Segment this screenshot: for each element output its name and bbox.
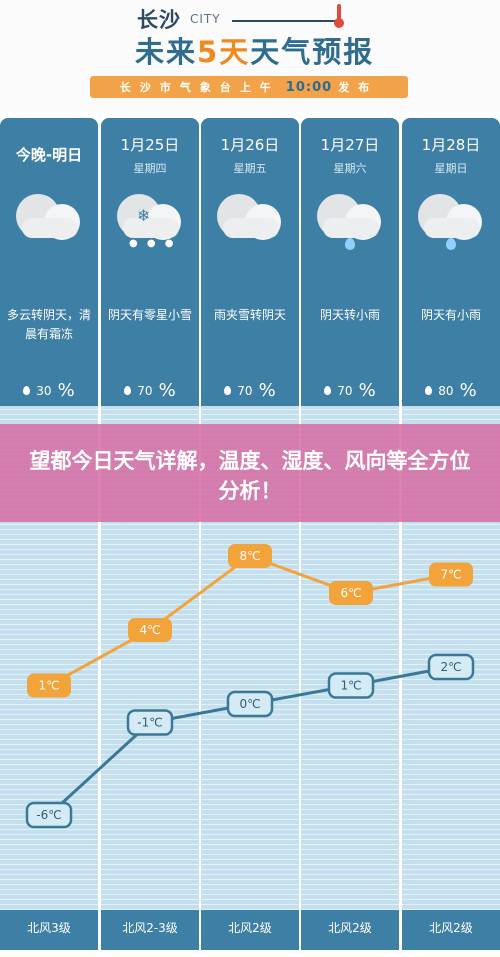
day-weekday: 星期五 xyxy=(233,162,267,175)
cloudy-icon xyxy=(14,190,84,248)
page-title: 未来5天天气预报 xyxy=(135,35,375,69)
drop-icon xyxy=(23,386,31,395)
rain-icon xyxy=(315,190,385,250)
high-temp-point: 6℃ xyxy=(329,581,373,605)
divider xyxy=(232,20,337,22)
precip-chance: 80% xyxy=(402,380,500,401)
drop-icon xyxy=(124,386,132,395)
weather-desc: 多云转阴天，清晨有霜冻 xyxy=(6,308,91,341)
precip-chance: 30% xyxy=(0,380,98,401)
day-column: 今晚-明日多云转阴天，清晨有霜冻 30% xyxy=(0,118,98,406)
low-temp-point: -1℃ xyxy=(126,709,174,736)
day-column: 1月26日星期五雨夹雪转阴天 70% xyxy=(201,118,299,406)
wind-level: 北风2级 xyxy=(402,910,500,950)
temp-label: 8℃ xyxy=(239,549,260,563)
day-weekday: 星期四 xyxy=(133,162,167,175)
city-name: 长沙 xyxy=(137,8,181,32)
day-column: 1月25日星期四 ❄ ● ● ● 阴天有零星小雪 70% xyxy=(101,118,199,406)
low-temp-line xyxy=(47,665,452,817)
high-temp-point: 1℃ xyxy=(27,673,71,698)
temp-label: 7℃ xyxy=(440,568,461,582)
low-temp-point: -6℃ xyxy=(25,801,73,829)
day-weekday: 星期日 xyxy=(434,162,468,175)
precip-chance: 70% xyxy=(301,380,399,401)
thermometer-icon xyxy=(334,4,344,28)
drop-icon xyxy=(324,386,332,395)
precip-chance: 70% xyxy=(201,380,299,401)
low-temp-point: 1℃ xyxy=(327,672,375,699)
weather-desc: 阴天有小雨 xyxy=(420,308,481,322)
drop-icon xyxy=(224,386,232,395)
high-temp-point: 4℃ xyxy=(128,618,172,642)
low-temp-point: 0℃ xyxy=(226,690,274,718)
drop-icon xyxy=(425,386,433,395)
city-en-label: CITY xyxy=(190,12,221,26)
wind-level: 北风2-3级 xyxy=(101,910,199,950)
wind-level: 北风2级 xyxy=(201,910,299,950)
temp-label: 2℃ xyxy=(440,660,461,674)
day-column: 1月28日星期日阴天有小雨 80% xyxy=(402,118,500,406)
snow-icon: ❄ ● ● ● xyxy=(115,190,185,249)
weather-desc: 雨夹雪转阴天 xyxy=(213,308,286,322)
day-date: 1月28日 xyxy=(421,136,481,154)
day-weekday: 星期六 xyxy=(333,162,367,175)
overlay-title: 望都今日天气详解，温度、湿度、风向等全方位分析！ xyxy=(29,449,471,503)
high-temp-point: 8℃ xyxy=(228,544,272,568)
temp-label: 6℃ xyxy=(340,586,361,600)
title-overlay: 望都今日天气详解，温度、湿度、风向等全方位分析！ xyxy=(0,424,500,522)
high-temp-line xyxy=(48,554,452,687)
weather-desc: 阴天转小雨 xyxy=(319,308,380,322)
weather-desc: 阴天有零星小雪 xyxy=(107,308,192,322)
high-temp-point: 7℃ xyxy=(429,562,473,587)
temp-label: -1℃ xyxy=(137,716,162,730)
temp-label: 0℃ xyxy=(239,697,260,711)
day-date: 1月26日 xyxy=(220,136,280,154)
precip-chance: 70% xyxy=(101,380,199,401)
temp-label: -6℃ xyxy=(36,808,61,822)
wind-level: 北风3级 xyxy=(0,910,98,950)
publish-banner: 长沙市气象台上午 10:00 发布 xyxy=(90,76,408,98)
day-date: 1月25日 xyxy=(120,136,180,154)
cloudy-icon xyxy=(215,190,285,248)
temp-label: 4℃ xyxy=(139,623,160,637)
header: 长沙 CITY 未来5天天气预报 长沙市气象台上午 10:00 发布 xyxy=(0,0,500,112)
low-temp-point: 2℃ xyxy=(427,653,475,681)
day-date: 1月27日 xyxy=(320,136,380,154)
temp-label: 1℃ xyxy=(38,679,59,693)
day-date: 今晚-明日 xyxy=(15,146,83,164)
day-column: 1月27日星期六阴天转小雨 70% xyxy=(301,118,399,406)
temp-label: 1℃ xyxy=(340,679,361,693)
rain-icon xyxy=(416,190,486,250)
wind-level: 北风2级 xyxy=(301,910,399,950)
